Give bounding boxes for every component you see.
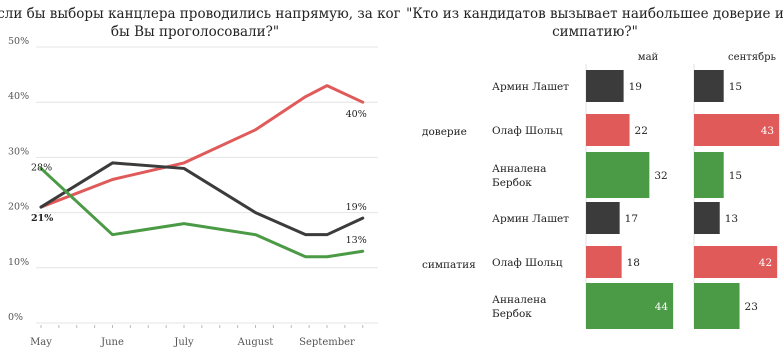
bar-scholz: [586, 246, 622, 278]
row-label: Олаф Шольц: [492, 125, 563, 137]
bar-laschet: [586, 202, 620, 234]
data-label-scholz: 40%: [346, 109, 367, 120]
bar-value-label: 13: [725, 213, 738, 225]
x-tick-label: September: [299, 337, 355, 348]
bar-chart: "Кто из кандидатов вызывает наибольшее д…: [406, 6, 783, 329]
row-label: Армин Лашет: [492, 213, 569, 225]
bar-baerbock: [586, 283, 674, 329]
bar-scholz: [694, 246, 778, 278]
data-label-baerbock: 13%: [346, 235, 367, 246]
line-series-baerbock: [39, 166, 365, 259]
row-label: Армин Лашет: [492, 81, 569, 93]
bar-value-label: 15: [729, 170, 742, 182]
y-tick-label: 40%: [8, 91, 29, 102]
x-tick-label: August: [237, 337, 274, 348]
group-label: симпатия: [422, 259, 476, 271]
bar-value-label: 17: [625, 213, 638, 225]
bar-chart-title-line: "Кто из кандидатов вызывает наибольшее д…: [406, 6, 783, 22]
bar-value-label: 43: [761, 125, 774, 137]
row-label: Олаф Шольц: [492, 257, 563, 269]
y-tick-label: 10%: [8, 257, 29, 268]
x-tick-label: May: [30, 337, 52, 348]
bar-laschet: [694, 70, 724, 102]
x-tick-label: July: [173, 337, 194, 348]
bar-value-label: 22: [635, 125, 648, 137]
data-label-laschet: 19%: [346, 202, 367, 213]
bar-scholz: [586, 114, 630, 146]
bar-value-label: 23: [745, 301, 758, 313]
row-label: Бербок: [492, 177, 532, 189]
line-chart: "Если бы выборы канцлера проводились нап…: [0, 6, 400, 348]
bar-chart-title-line: симпатию?": [552, 24, 638, 40]
line-series-laschet: [39, 161, 365, 237]
y-tick-label: 50%: [8, 36, 29, 47]
bar-scholz: [694, 114, 780, 146]
bar-baerbock: [586, 152, 650, 198]
line-chart-title-line: бы Вы проголосовали?": [111, 24, 279, 40]
x-tick-label: June: [100, 337, 124, 348]
line-series-scholz: [39, 84, 365, 209]
bar-value-label: 15: [729, 81, 742, 93]
bar-laschet: [694, 202, 720, 234]
bar-baerbock: [694, 152, 724, 198]
y-tick-label: 20%: [8, 202, 29, 213]
line-chart-title-line: "Если бы выборы канцлера проводились нап…: [0, 6, 400, 22]
data-label-baerbock: 28%: [31, 162, 52, 173]
row-label: Бербок: [492, 308, 532, 320]
bar-value-label: 42: [759, 257, 772, 269]
bar-value-label: 32: [654, 170, 667, 182]
group-label: доверие: [422, 126, 467, 138]
row-label: Анналена: [492, 163, 546, 175]
column-header: май: [638, 52, 659, 63]
bar-value-label: 19: [629, 81, 642, 93]
row-label: Анналена: [492, 294, 546, 306]
bar-value-label: 44: [655, 301, 669, 313]
bar-value-label: 18: [627, 257, 640, 269]
y-tick-label: 30%: [8, 146, 29, 157]
bar-laschet: [586, 70, 624, 102]
bar-baerbock: [694, 283, 740, 329]
y-tick-label: 0%: [8, 312, 23, 323]
column-header: сентябрь: [728, 52, 776, 63]
data-label-laschet: 21%: [31, 213, 53, 224]
